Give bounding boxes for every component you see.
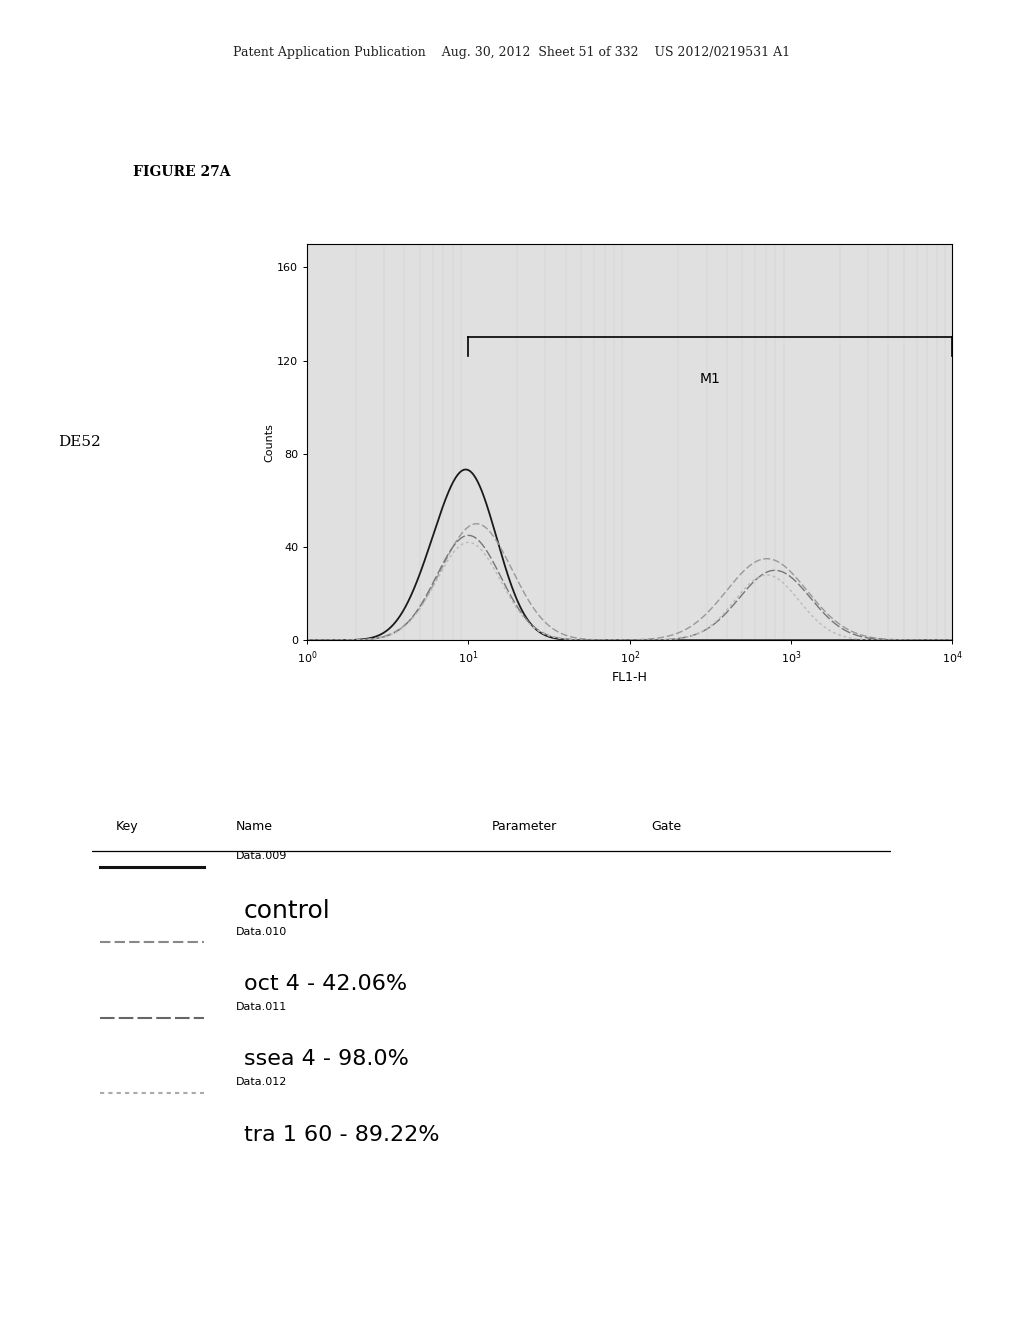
Text: Parameter: Parameter bbox=[492, 820, 557, 833]
Text: ssea 4 - 98.0%: ssea 4 - 98.0% bbox=[244, 1049, 409, 1069]
Text: DE52: DE52 bbox=[58, 436, 100, 449]
Text: Name: Name bbox=[236, 820, 273, 833]
Text: Gate: Gate bbox=[651, 820, 681, 833]
Text: Patent Application Publication    Aug. 30, 2012  Sheet 51 of 332    US 2012/0219: Patent Application Publication Aug. 30, … bbox=[233, 46, 791, 59]
Text: oct 4 - 42.06%: oct 4 - 42.06% bbox=[244, 974, 408, 994]
Text: tra 1 60 - 89.22%: tra 1 60 - 89.22% bbox=[244, 1125, 439, 1144]
Text: FIGURE 27A: FIGURE 27A bbox=[133, 165, 230, 180]
Text: Data.009: Data.009 bbox=[236, 851, 288, 862]
Y-axis label: Counts: Counts bbox=[264, 422, 274, 462]
Text: Data.011: Data.011 bbox=[236, 1002, 287, 1012]
Text: Data.012: Data.012 bbox=[236, 1077, 288, 1088]
X-axis label: FL1-H: FL1-H bbox=[611, 672, 648, 684]
Text: Key: Key bbox=[116, 820, 138, 833]
Text: M1: M1 bbox=[700, 372, 721, 387]
Text: control: control bbox=[244, 899, 331, 923]
Text: Data.010: Data.010 bbox=[236, 927, 287, 937]
